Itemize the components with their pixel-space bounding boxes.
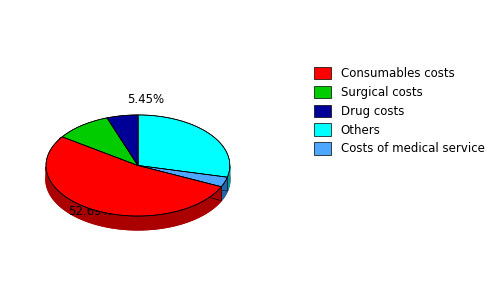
Polygon shape — [222, 177, 228, 201]
Polygon shape — [138, 165, 228, 191]
Text: 3.19%: 3.19% — [160, 196, 198, 209]
Polygon shape — [138, 165, 222, 201]
Text: 9.95%: 9.95% — [57, 136, 94, 149]
Polygon shape — [46, 129, 230, 230]
Text: 52.69%: 52.69% — [68, 205, 112, 218]
Polygon shape — [46, 167, 222, 230]
Polygon shape — [138, 115, 230, 177]
Text: 5.45%: 5.45% — [126, 93, 164, 106]
Polygon shape — [228, 166, 230, 191]
Polygon shape — [138, 165, 228, 187]
Polygon shape — [138, 165, 222, 201]
Polygon shape — [62, 118, 138, 165]
Polygon shape — [107, 115, 138, 165]
Polygon shape — [46, 137, 222, 216]
Legend: Consumables costs, Surgical costs, Drug costs, Others, Costs of medical service: Consumables costs, Surgical costs, Drug … — [314, 67, 484, 156]
Text: 28.72%: 28.72% — [172, 141, 218, 154]
Polygon shape — [138, 165, 228, 191]
